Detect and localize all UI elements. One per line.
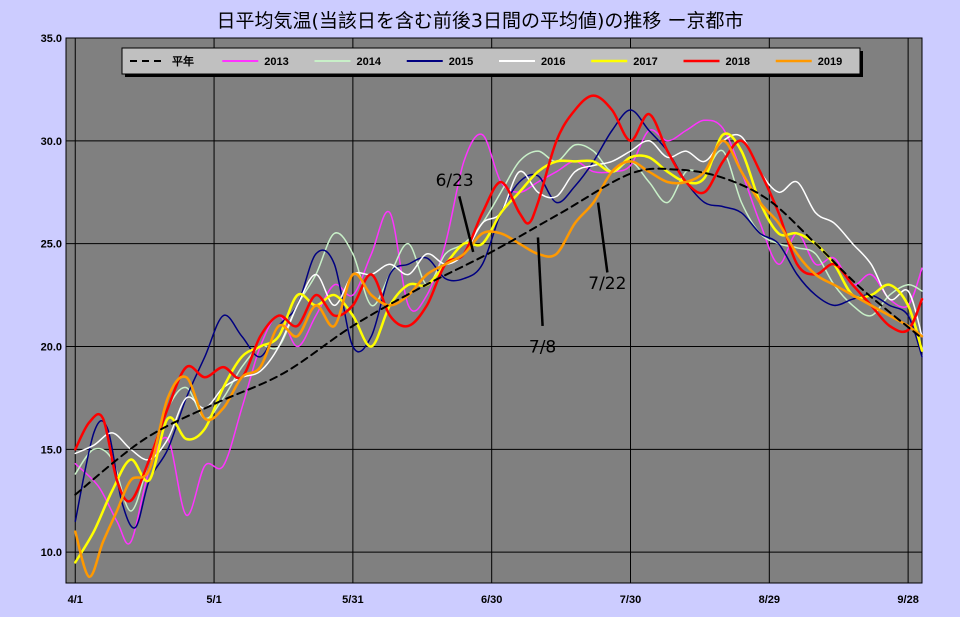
series-lines: [74, 94, 924, 579]
y-tick-label: 25.0: [41, 239, 62, 251]
y-tick-label: 10.0: [41, 547, 62, 559]
series-line-2018: [74, 94, 924, 503]
y-tick-label: 15.0: [41, 444, 62, 456]
annotation-pointer: [596, 202, 609, 273]
x-tick-label: 5/1: [206, 594, 221, 606]
series-line-2015: [74, 109, 923, 529]
annotation-label: 6/23: [436, 171, 474, 191]
annotation-pointer: [458, 196, 475, 253]
annotation-label: 7/8: [529, 338, 556, 358]
annotation-pointer: [536, 237, 544, 326]
annotations: 6/23 7/8 7/22: [436, 171, 627, 358]
series-line-平年: [74, 167, 923, 496]
legend-label-2019: 2019: [818, 56, 842, 68]
chart-title: 日平均気温(当該日を含む前後3日間の平均値)の推移 ー京都市: [216, 10, 744, 32]
legend-label-2016: 2016: [541, 56, 565, 68]
x-tick-labels: 4/1 5/1 5/31 6/30 7/30 8/29 9/28: [68, 594, 919, 606]
legend-label-2018: 2018: [726, 56, 750, 68]
y-tick-label: 20.0: [41, 341, 62, 353]
plot-area: [65, 37, 923, 584]
series-line-2019: [74, 139, 924, 579]
legend-label-2014: 2014: [357, 56, 382, 68]
x-tick-label: 6/30: [481, 594, 502, 606]
annotation-label: 7/22: [588, 274, 626, 294]
y-tick-labels: 10.0 15.0 20.0 25.0 30.0 35.0: [41, 33, 62, 559]
x-tick-label: 9/28: [897, 594, 918, 606]
series-line-2013: [74, 119, 923, 545]
legend-label-2013: 2013: [264, 56, 288, 68]
y-tick-label: 30.0: [41, 136, 62, 148]
x-tick-label: 7/30: [620, 594, 641, 606]
legend-label-2017: 2017: [633, 56, 657, 68]
series-line-2017: [74, 132, 924, 564]
legend-label-2015: 2015: [449, 56, 473, 68]
x-tick-label: 5/31: [342, 594, 363, 606]
x-tick-label: 8/29: [759, 594, 780, 606]
legend: 平年 2013 2014 2015 2016 2017 2018 2019: [121, 47, 863, 77]
x-tick-label: 4/1: [68, 594, 83, 606]
y-tick-label: 35.0: [41, 33, 62, 45]
legend-label-平年: 平年: [172, 54, 194, 68]
series-line-2014: [74, 143, 923, 512]
